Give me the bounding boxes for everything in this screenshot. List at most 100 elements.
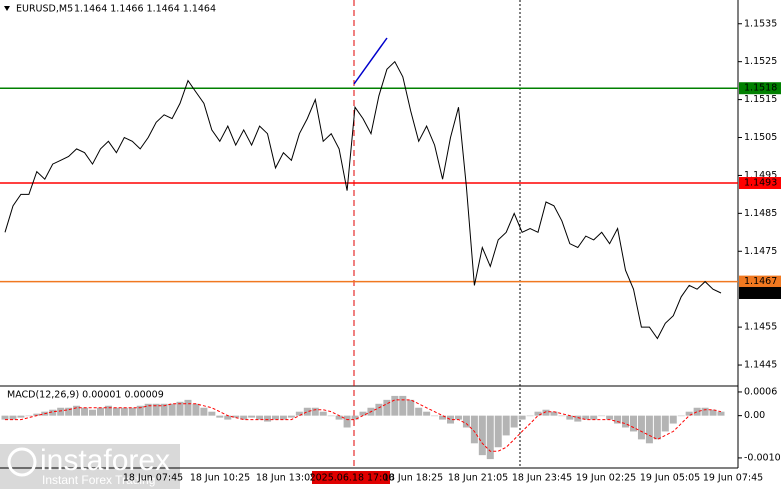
y-tick-label: 1.1515 [744, 94, 777, 105]
macd-bar [303, 407, 311, 416]
y-tick-label: 1.1505 [744, 132, 777, 143]
macd-bar [224, 415, 232, 420]
macd-bar [279, 415, 287, 420]
trend-line [353, 37, 388, 85]
macd-bar [526, 415, 534, 417]
level-label-bg [739, 275, 781, 288]
x-tick-label: 18 Jun 07:45 [123, 473, 183, 484]
macd-tick-label: 0.0006 [744, 386, 777, 397]
x-tick-label: 2025.06.18 17:00 [310, 473, 395, 484]
x-tick-label: 19 Jun 05:05 [640, 473, 700, 484]
macd-bar [89, 409, 97, 416]
macd-bar [439, 415, 447, 420]
macd-bar [478, 415, 486, 456]
level-label: 1.1518 [744, 83, 777, 94]
macd-bar [391, 395, 399, 416]
macd-bar [240, 415, 248, 420]
macd-bar [112, 407, 120, 416]
macd-bar [25, 415, 33, 417]
macd-bar [598, 415, 606, 417]
macd-bar [423, 411, 431, 416]
y-tick-label: 1.1495 [744, 170, 777, 181]
macd-bar [637, 415, 645, 440]
level-label: 1.1493 [744, 178, 777, 189]
macd-bar [327, 415, 335, 417]
price-line [4, 60, 722, 340]
macd-bar [470, 415, 478, 444]
watermark-logo [7, 447, 37, 477]
macd-bar [502, 415, 510, 436]
macd-bar [295, 411, 303, 416]
macd-bar [49, 409, 57, 416]
macd-signal [5, 399, 722, 452]
y-tick-label: 1.1485 [744, 208, 777, 219]
macd-bar [136, 405, 144, 416]
macd-bar [375, 403, 383, 416]
macd-bar [65, 407, 73, 416]
macd-bar [192, 403, 200, 416]
macd-bar [614, 415, 622, 424]
macd-bar [399, 395, 407, 416]
macd-bar [319, 411, 327, 416]
chart-title: EURUSD,M5 [16, 4, 73, 15]
macd-bar [1, 415, 9, 420]
macd-bar [216, 415, 224, 418]
macd-bar [351, 415, 359, 420]
macd-bar [343, 415, 351, 428]
watermark-tagline: Instant Forex Trading [42, 473, 155, 487]
macd-bar [622, 415, 630, 428]
macd-bar [685, 411, 693, 416]
macd-bar [335, 415, 343, 420]
x-tick-label: 19 Jun 07:45 [703, 473, 763, 484]
macd-bar [359, 411, 367, 416]
macd-bar [73, 405, 81, 416]
macd-bar [128, 407, 136, 416]
macd-bar [17, 415, 25, 418]
macd-bar [462, 415, 470, 428]
macd-bar [415, 407, 423, 416]
macd-bar [407, 399, 415, 416]
level-label-bg [739, 82, 781, 95]
macd-bar [574, 415, 582, 422]
x-tick-label: 18 Jun 18:25 [383, 473, 443, 484]
x-tick-label: 18 Jun 13:05 [256, 473, 316, 484]
macd-bar [311, 407, 319, 416]
macd-tick-label: -0.00107 [744, 452, 781, 463]
macd-bar [120, 407, 128, 416]
macd-bar [144, 403, 152, 416]
macd-bar [168, 403, 176, 416]
macd-bar [717, 411, 725, 416]
macd-bar [542, 409, 550, 416]
macd-bar [566, 415, 574, 420]
macd-bar [431, 415, 439, 417]
macd-label: MACD(12,26,9) 0.00001 0.00009 [7, 390, 164, 401]
macd-bar [57, 407, 65, 416]
macd-bar [550, 411, 558, 416]
macd-bar [510, 415, 518, 428]
macd-bar [96, 407, 104, 416]
macd-bar [653, 415, 661, 440]
price-label: 1.1464 [744, 287, 777, 298]
macd-bar [287, 415, 295, 418]
macd-bar [486, 415, 494, 460]
macd-bar [81, 407, 89, 416]
level-label-bg [739, 177, 781, 190]
menu-arrow [4, 6, 10, 11]
macd-bar [693, 407, 701, 416]
x-label-highlight [312, 471, 390, 484]
macd-bar [701, 407, 709, 416]
macd-bar [534, 411, 542, 416]
ohlc: 1.1464 1.1466 1.1464 1.1464 [74, 4, 216, 15]
y-tick-label: 1.1445 [744, 360, 777, 371]
macd-bar [271, 415, 279, 420]
macd-bar [184, 399, 192, 416]
macd-bar [606, 415, 614, 420]
macd-bar [256, 415, 264, 420]
macd-bar [669, 415, 677, 424]
macd-bar [232, 415, 240, 418]
macd-bar [200, 407, 208, 416]
macd-bar [645, 415, 653, 444]
macd-bar [152, 403, 160, 416]
macd-bar [558, 415, 566, 417]
